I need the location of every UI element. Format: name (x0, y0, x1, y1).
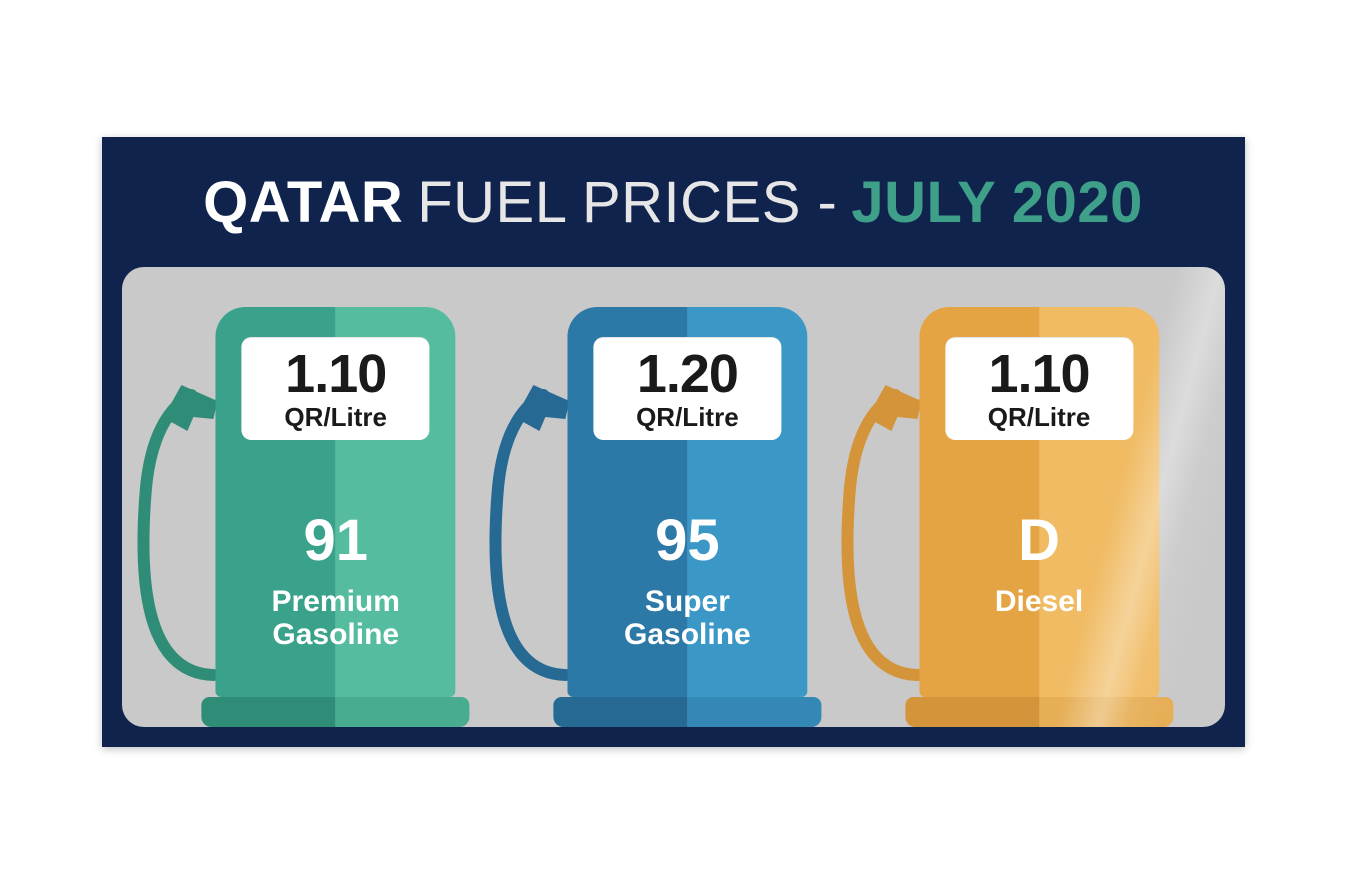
price-unit: QR/Litre (951, 403, 1127, 432)
pump-super: 1.20 QR/Litre 95 Super Gasoline (508, 297, 838, 727)
fuel-label: Super Gasoline (567, 585, 807, 651)
price-unit: QR/Litre (599, 403, 775, 432)
price-box: 1.20 QR/Litre (593, 337, 781, 440)
price-value: 1.20 (599, 347, 775, 401)
fuel-grade: 91 (216, 507, 456, 574)
pump-premium: 1.10 QR/Litre 91 Premium Gasoline (156, 297, 486, 727)
title-country: QATAR (203, 169, 403, 236)
price-unit: QR/Litre (248, 403, 424, 432)
pump-diesel: 1.10 QR/Litre D Diesel (860, 297, 1190, 727)
fuel-label: Premium Gasoline (216, 585, 456, 651)
pump-base (553, 697, 821, 727)
fuel-grade: 95 (567, 507, 807, 574)
pump-base (202, 697, 470, 727)
price-value: 1.10 (248, 347, 424, 401)
price-box: 1.10 QR/Litre (242, 337, 430, 440)
title-text: FUEL PRICES - (417, 169, 837, 236)
pump-body: 1.10 QR/Litre D Diesel (919, 307, 1159, 697)
pump-body: 1.10 QR/Litre 91 Premium Gasoline (216, 307, 456, 697)
pump-base (905, 697, 1173, 727)
price-box: 1.10 QR/Litre (945, 337, 1133, 440)
card-title: QATAR FUEL PRICES - JULY 2020 (102, 137, 1245, 267)
fuel-label: Diesel (919, 585, 1159, 618)
fuel-prices-card: QATAR FUEL PRICES - JULY 2020 1.10 QR/Li… (102, 137, 1245, 747)
title-month: JULY 2020 (851, 169, 1143, 236)
fuel-grade: D (919, 507, 1159, 574)
pumps-panel: 1.10 QR/Litre 91 Premium Gasoline (122, 267, 1225, 727)
pump-body: 1.20 QR/Litre 95 Super Gasoline (567, 307, 807, 697)
price-value: 1.10 (951, 347, 1127, 401)
